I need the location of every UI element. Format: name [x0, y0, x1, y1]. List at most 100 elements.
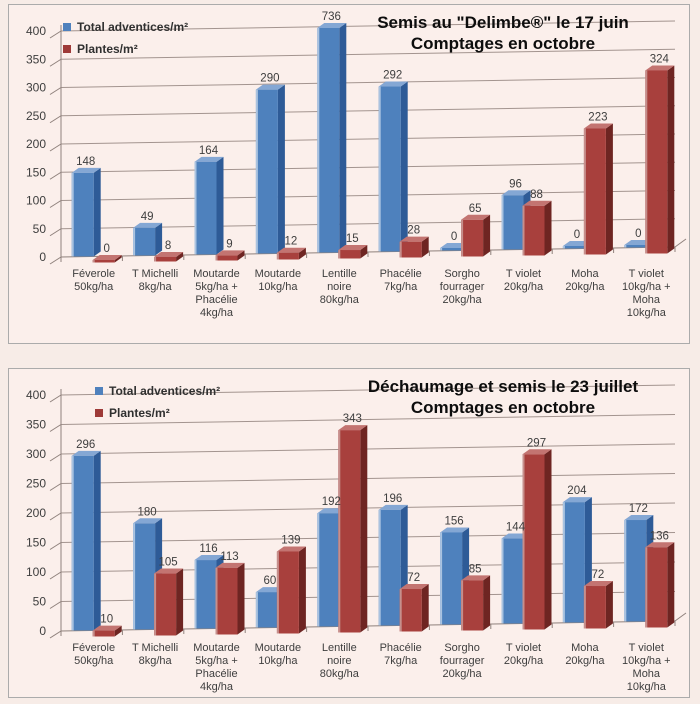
plot-area-bottom: 0 50 100 150 200 250 300 350 400 Féverole 50kg/ha T… [26, 384, 687, 693]
svg-text:150: 150 [26, 536, 46, 550]
svg-text:60: 60 [264, 575, 277, 587]
legend-item-plantes: Plantes/m² [63, 42, 188, 56]
chart-title-bottom: Déchaumage et semis le 23 juillet Compta… [327, 376, 679, 418]
svg-text:100: 100 [26, 565, 46, 579]
svg-text:0: 0 [574, 229, 580, 241]
svg-text:350: 350 [26, 418, 46, 432]
svg-text:49: 49 [141, 211, 154, 223]
svg-text:200: 200 [26, 506, 46, 520]
svg-text:12: 12 [285, 236, 298, 248]
svg-text:290: 290 [260, 73, 279, 85]
svg-text:300: 300 [26, 81, 46, 95]
svg-text:250: 250 [26, 109, 46, 123]
legend-swatch-blue-icon [63, 23, 71, 31]
svg-text:8: 8 [165, 240, 171, 252]
svg-text:105: 105 [159, 557, 178, 569]
svg-text:200: 200 [26, 137, 46, 151]
svg-text:85: 85 [469, 563, 482, 575]
chart-panel-dechaumage: 0 50 100 150 200 250 300 350 400 Féverole 50kg/ha T… [8, 368, 690, 698]
svg-text:250: 250 [26, 477, 46, 491]
svg-text:324: 324 [650, 53, 670, 65]
svg-text:96: 96 [509, 178, 522, 190]
svg-text:139: 139 [281, 534, 300, 546]
chart-panel-semis-delimbe: 0 50 100 150 200 250 300 350 400 Féverole 50kg/ha T… [8, 4, 690, 344]
chart-title-line1: Semis au "Delimbe®" le 17 juin [377, 13, 629, 32]
svg-text:72: 72 [407, 572, 420, 584]
legend-label: Total adventices/m² [77, 20, 189, 34]
svg-text:297: 297 [527, 437, 546, 449]
svg-text:0: 0 [635, 228, 641, 240]
svg-text:50: 50 [33, 595, 47, 609]
svg-text:144: 144 [506, 522, 526, 534]
svg-text:116: 116 [199, 543, 217, 555]
svg-text:343: 343 [343, 413, 362, 425]
legend-swatch-red-icon [95, 409, 103, 417]
svg-text:15: 15 [346, 233, 359, 245]
svg-text:180: 180 [138, 506, 157, 518]
svg-text:400: 400 [26, 24, 46, 38]
svg-text:0: 0 [451, 231, 457, 243]
svg-text:0: 0 [39, 250, 46, 264]
svg-text:0: 0 [39, 624, 46, 638]
svg-text:172: 172 [629, 503, 648, 515]
svg-text:156: 156 [445, 515, 464, 527]
svg-text:72: 72 [592, 569, 605, 581]
svg-text:28: 28 [407, 225, 420, 237]
chart-title-line2: Comptages en octobre [410, 398, 596, 417]
svg-text:223: 223 [588, 112, 607, 124]
legend-label: Plantes/m² [109, 406, 170, 420]
legend-label: Plantes/m² [77, 42, 138, 56]
svg-text:164: 164 [199, 145, 219, 157]
svg-text:148: 148 [76, 156, 95, 168]
svg-text:196: 196 [383, 493, 402, 505]
svg-text:350: 350 [26, 52, 46, 66]
chart-title-top: Semis au "Delimbe®" le 17 juin Comptages… [327, 12, 679, 54]
legend-item-plantes: Plantes/m² [95, 406, 220, 420]
svg-text:9: 9 [226, 238, 232, 250]
legend-swatch-blue-icon [95, 387, 103, 395]
svg-text:65: 65 [469, 203, 482, 215]
svg-text:192: 192 [322, 496, 341, 508]
legend-bottom: Total adventices/m² Plantes/m² [95, 384, 220, 420]
svg-text:400: 400 [26, 388, 46, 402]
svg-text:300: 300 [26, 447, 46, 461]
svg-text:736: 736 [322, 11, 341, 23]
svg-text:150: 150 [26, 165, 46, 179]
chart-title-line2: Comptages en octobre [410, 34, 596, 53]
svg-text:100: 100 [26, 194, 46, 208]
svg-text:204: 204 [567, 485, 587, 497]
chart-title-line1: Déchaumage et semis le 23 juillet [367, 377, 639, 396]
svg-text:50: 50 [33, 222, 47, 236]
svg-text:0: 0 [103, 243, 109, 255]
legend-label: Total adventices/m² [109, 384, 221, 398]
legend-item-adventices: Total adventices/m² [63, 20, 188, 34]
svg-text:292: 292 [383, 70, 402, 82]
svg-text:296: 296 [76, 439, 95, 451]
svg-text:10: 10 [100, 614, 113, 626]
legend-item-adventices: Total adventices/m² [95, 384, 220, 398]
svg-text:136: 136 [650, 530, 669, 542]
svg-text:88: 88 [530, 189, 543, 201]
legend-top: Total adventices/m² Plantes/m² [63, 20, 188, 56]
